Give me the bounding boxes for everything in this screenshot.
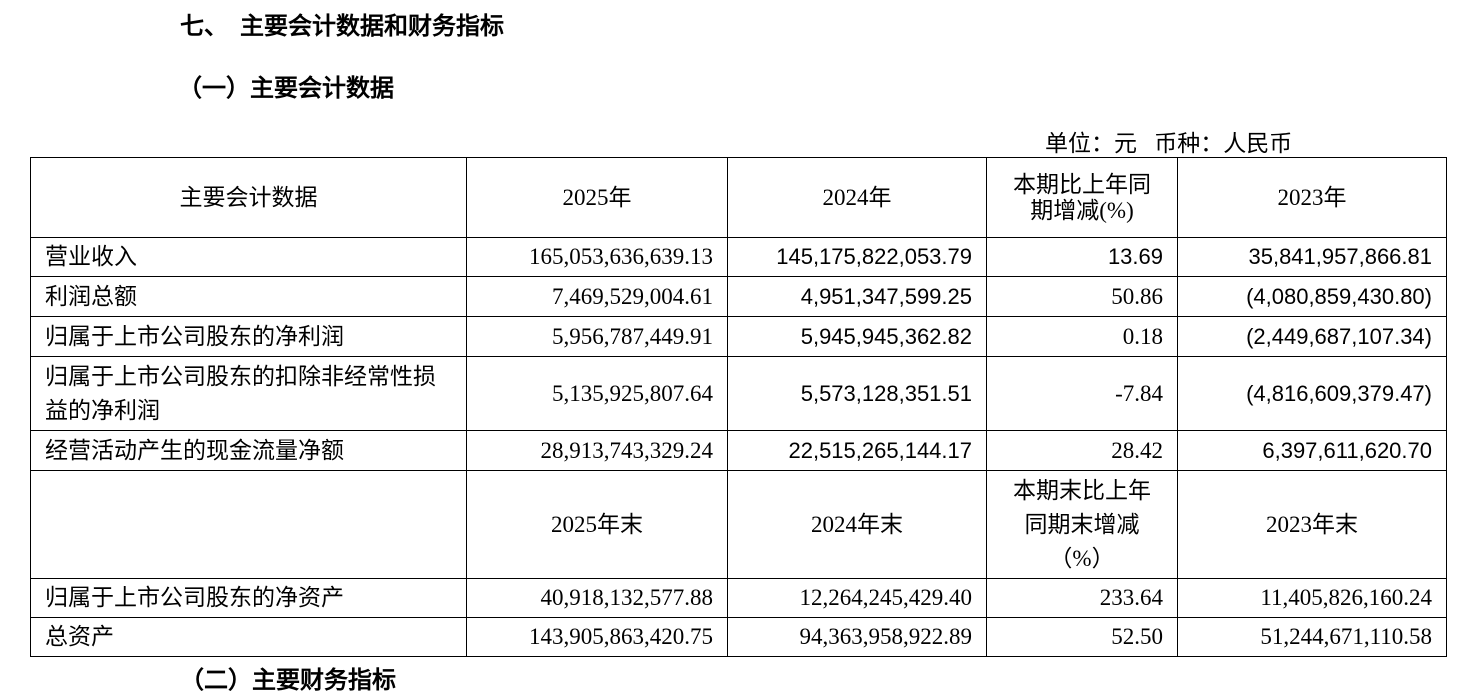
unit-currency-note: 单位：元 币种：人民币: [1045, 131, 1293, 156]
value-2025: 7,469,529,004.61: [466, 276, 728, 317]
value-2023: (2,449,687,107.34): [1177, 316, 1447, 357]
table-row: 归属于上市公司股东的净资产 40,918,132,577.88 12,264,2…: [30, 578, 1447, 618]
value-2023: 51,244,671,110.58: [1177, 617, 1447, 657]
header-cell: [30, 470, 467, 579]
value-change: 233.64: [986, 578, 1178, 618]
next-subsection-title: （二）主要财务指标: [180, 668, 396, 694]
accounting-data-table: 主要会计数据 2025年 2024年 本期比上年同期增减(%) 2023年 营业…: [30, 157, 1447, 657]
value-2023: 11,405,826,160.24: [1177, 578, 1447, 618]
table-row: 归属于上市公司股东的扣除非经常性损益的净利润 5,135,925,807.64 …: [30, 356, 1447, 431]
row-label: 总资产: [30, 617, 467, 657]
table-row: 归属于上市公司股东的净利润 5,956,787,449.91 5,945,945…: [30, 316, 1447, 357]
header-cell: 2025年末: [466, 470, 728, 579]
value-2024: 12,264,245,429.40: [727, 578, 987, 618]
value-2024: 145,175,822,053.79: [727, 237, 987, 277]
row-label: 归属于上市公司股东的扣除非经常性损益的净利润: [30, 356, 467, 431]
table-header-row: 2025年末 2024年末 本期末比上年同期末增减（%） 2023年末: [30, 470, 1447, 579]
header-cell: 2023年: [1177, 157, 1447, 238]
header-cell: 主要会计数据: [30, 157, 467, 238]
value-change: 13.69: [986, 237, 1178, 277]
value-2025: 5,135,925,807.64: [466, 356, 728, 431]
value-change: 0.18: [986, 316, 1178, 357]
row-label: 归属于上市公司股东的净利润: [30, 316, 467, 357]
value-change: 52.50: [986, 617, 1178, 657]
row-label: 归属于上市公司股东的净资产: [30, 578, 467, 618]
value-2023: (4,816,609,379.47): [1177, 356, 1447, 431]
value-2024: 22,515,265,144.17: [727, 430, 987, 471]
subsection-title: （一）主要会计数据: [178, 76, 394, 102]
header-cell: 本期末比上年同期末增减（%）: [986, 470, 1178, 579]
value-2024: 4,951,347,599.25: [727, 276, 987, 317]
value-change: -7.84: [986, 356, 1178, 431]
value-2023: 35,841,957,866.81: [1177, 237, 1447, 277]
table-row: 利润总额 7,469,529,004.61 4,951,347,599.25 5…: [30, 276, 1447, 317]
section-title: 七、 主要会计数据和财务指标: [180, 14, 504, 40]
value-2023: 6,397,611,620.70: [1177, 430, 1447, 471]
header-cell: 2024年末: [727, 470, 987, 579]
value-2023: (4,080,859,430.80): [1177, 276, 1447, 317]
table-row: 总资产 143,905,863,420.75 94,363,958,922.89…: [30, 617, 1447, 657]
table-header-row: 主要会计数据 2025年 2024年 本期比上年同期增减(%) 2023年: [30, 157, 1447, 238]
row-label: 经营活动产生的现金流量净额: [30, 430, 467, 471]
value-change: 28.42: [986, 430, 1178, 471]
value-2025: 165,053,636,639.13: [466, 237, 728, 277]
value-2024: 5,573,128,351.51: [727, 356, 987, 431]
value-2024: 5,945,945,362.82: [727, 316, 987, 357]
row-label: 利润总额: [30, 276, 467, 317]
table-row: 营业收入 165,053,636,639.13 145,175,822,053.…: [30, 237, 1447, 277]
row-label: 营业收入: [30, 237, 467, 277]
value-change: 50.86: [986, 276, 1178, 317]
header-cell: 2023年末: [1177, 470, 1447, 579]
header-cell: 2025年: [466, 157, 728, 238]
value-2024: 94,363,958,922.89: [727, 617, 987, 657]
header-cell: 本期比上年同期增减(%): [986, 157, 1178, 238]
value-2025: 143,905,863,420.75: [466, 617, 728, 657]
value-2025: 40,918,132,577.88: [466, 578, 728, 618]
value-2025: 28,913,743,329.24: [466, 430, 728, 471]
header-cell: 2024年: [727, 157, 987, 238]
table-row: 经营活动产生的现金流量净额 28,913,743,329.24 22,515,2…: [30, 430, 1447, 471]
value-2025: 5,956,787,449.91: [466, 316, 728, 357]
